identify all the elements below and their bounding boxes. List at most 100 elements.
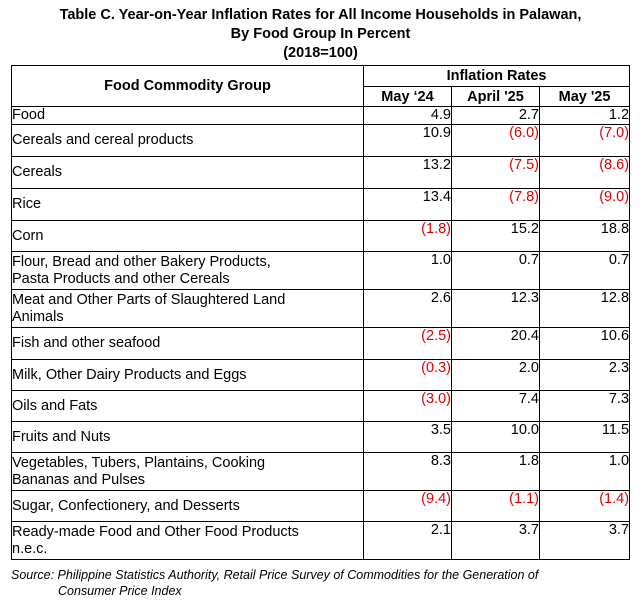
rate-cell: 2.3 [538,359,631,391]
table-row: Flour, Bread and other Bakery Products, P… [11,251,631,290]
rate-cell: 3.7 [538,521,631,560]
commodity-label: Milk, Other Dairy Products and Eggs [11,359,364,391]
header-inflation-rates: Inflation Rates [362,65,631,87]
rate-cell: (0.3) [363,359,452,391]
rate-cell: (1.1) [451,490,540,522]
table-row: Ready-made Food and Other Food Products n… [11,521,631,560]
commodity-label-line: Oils and Fats [12,397,98,414]
table-row: Corn (1.8) 15.2 18.8 [11,220,631,252]
rate-cell: 12.3 [451,289,540,328]
table-row: Sugar, Confectionery, and Desserts (9.4)(… [11,490,631,522]
table-row: Food 4.9 2.7 1.2 [11,106,631,125]
rate-cell: 0.7 [538,251,631,290]
table-row: Cereals and cereal products 10.9 (6.0) (7.0… [11,124,631,157]
commodity-label-line: Food [12,107,46,124]
commodity-label-line: Fruits and Nuts [12,428,111,445]
rate-cell: 13.4 [363,188,452,221]
rate-cell: 13.2 [363,156,452,189]
rate-cell: 2.6 [363,289,452,328]
commodity-label: Flour, Bread and other Bakery Products, P… [11,251,364,290]
rate-cell: 8.3 [363,452,452,491]
rate-cell: 18.8 [538,220,631,252]
rate-cell: 1.0 [363,251,452,290]
commodity-label-line: Sugar, Confectionery, and Desserts [12,497,240,514]
commodity-label: Meat and Other Parts of Slaughtered Land… [11,289,364,328]
commodity-label-line: Pasta Products and other Cereals [12,270,230,287]
commodity-label-line: Fish and other seafood [12,335,161,351]
commodity-label-line: Flour, Bread and other Bakery Products, [12,253,271,270]
rate-cell: 10.6 [538,327,631,360]
table-title: Table C. Year-on-Year Inflation Rates fo… [0,6,641,63]
rate-cell: 20.4 [451,327,540,360]
source-line-2: Consumer Price Index [58,584,182,598]
rate-cell: (7.5) [451,156,540,189]
source-line-1: Source: Philippine Statistics Authority,… [11,568,539,582]
commodity-label: Rice [11,188,364,221]
commodity-label-line: Meat and Other Parts of Slaughtered Land [12,291,286,308]
rate-cell: 3.7 [451,521,540,560]
commodity-label: Cereals [11,156,364,189]
commodity-label-line: Vegetables, Tubers, Plantains, Cooking [12,454,266,471]
commodity-label-line: Cereals and cereal products [12,132,194,148]
source-note: Source: Philippine Statistics Authority,… [11,567,631,599]
rate-cell: 2.0 [451,359,540,391]
table-row: Fish and other seafood (2.5) 20.4 10.6 [11,327,631,360]
column-header: May ‘24 [363,86,452,107]
title-line-1: Table C. Year-on-Year Inflation Rates fo… [59,7,582,23]
rate-cell: 1.0 [538,452,631,491]
commodity-label: Food [11,106,364,125]
table-body: Food 4.9 2.7 1.2 Cereals and cereal products… [11,106,631,560]
rate-cell: 12.8 [538,289,631,328]
commodity-label: Cereals and cereal products [11,124,364,157]
title-line-2: By Food Group In Percent [230,26,411,42]
title-line-3: (2018=100) [283,45,358,61]
rate-cell: 7.3 [538,390,631,422]
rate-cell: (7.0) [538,124,631,157]
table-row: Rice 13.4 (7.8) (9.0) [11,188,631,221]
rate-cell: (9.0) [538,188,631,221]
rate-cell: 4.9 [363,106,452,125]
commodity-label: Oils and Fats [11,390,364,422]
table-row: Milk, Other Dairy Products and Eggs (0.3)… [11,359,631,391]
table-row: Vegetables, Tubers, Plantains, Cooking Ba… [11,452,631,491]
commodity-label: Ready-made Food and Other Food Products n… [11,521,364,560]
column-header: May '25 [538,86,631,107]
rate-cell: (1.4) [538,490,631,522]
rate-cell: (6.0) [451,124,540,157]
table-row: Meat and Other Parts of Slaughtered Land… [11,289,631,328]
table-row: Cereals 13.2 (7.5) (8.6) [11,156,631,189]
header-food-commodity-group: Food Commodity Group [11,65,364,107]
inflation-table: Food Commodity Group Inflation Rates May… [11,65,631,560]
rate-cell: (1.8) [363,220,452,252]
commodity-label-line: Bananas and Pulses [12,471,146,488]
rate-cell: 10.9 [363,124,452,157]
commodity-label-line: n.e.c. [12,540,48,557]
rate-cell: 1.2 [538,106,631,125]
commodity-label: Sugar, Confectionery, and Desserts [11,490,364,522]
rate-cell: 15.2 [451,220,540,252]
commodity-label-line: Animals [12,308,64,325]
commodity-label: Fish and other seafood [11,327,364,360]
commodity-label-line: Ready-made Food and Other Food Products [12,523,299,540]
rate-cell: (9.4) [363,490,452,522]
commodity-label-line: Corn [12,227,44,244]
rate-cell: 10.0 [451,421,540,453]
rate-cell: 1.8 [451,452,540,491]
commodity-label: Corn [11,220,364,252]
table-row: Oils and Fats (3.0) 7.4 7.3 [11,390,631,422]
commodity-label: Vegetables, Tubers, Plantains, Cooking Ba… [11,452,364,491]
rate-cell: 3.5 [363,421,452,453]
column-header: April '25 [451,86,540,107]
commodity-label-line: Milk, Other Dairy Products and Eggs [12,366,247,383]
commodity-label-line: Cereals [12,164,62,180]
rate-cell: 2.7 [451,106,540,125]
rate-cell: (2.5) [363,327,452,360]
rate-cell: (3.0) [363,390,452,422]
rate-cell: (7.8) [451,188,540,221]
rate-cell: 11.5 [538,421,631,453]
rate-cell: (8.6) [538,156,631,189]
commodity-label-line: Rice [12,196,42,212]
rate-cell: 0.7 [451,251,540,290]
rate-cell: 2.1 [363,521,452,560]
table-row: Fruits and Nuts 3.5 10.0 11.5 [11,421,631,453]
